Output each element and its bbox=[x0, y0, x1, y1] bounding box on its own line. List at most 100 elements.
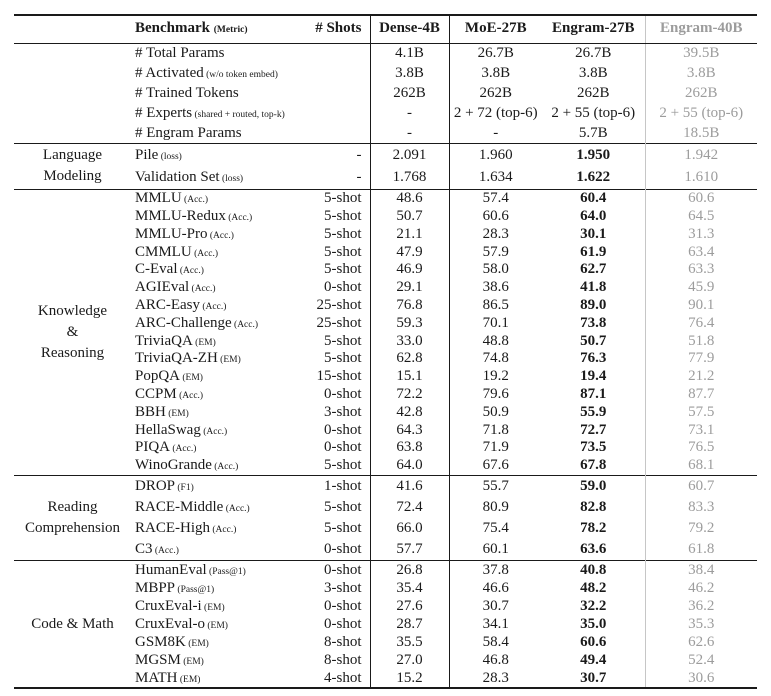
header-model-dense-4b: Dense-4B bbox=[369, 15, 450, 44]
value-engram-27b: 40.8 bbox=[580, 561, 607, 578]
shots-cell: 5-shot bbox=[324, 190, 362, 207]
benchmark-name: HumanEval bbox=[135, 561, 207, 578]
benchmark-results-table: Benchmark (Metric) # Shots Dense-4B MoE-… bbox=[14, 14, 757, 690]
shots-cell: 3-shot bbox=[324, 579, 362, 596]
benchmark-metric: (EM) bbox=[180, 373, 203, 384]
value-moe-27b: - bbox=[493, 124, 499, 141]
shots-cell: 5-shot bbox=[324, 498, 362, 515]
benchmark-metric: (Acc.) bbox=[210, 524, 237, 535]
value-moe-27b: 57.4 bbox=[482, 190, 509, 207]
table-row: C3 (Acc.) 0-shot 57.7 60.1 63.6 61.8 bbox=[14, 539, 757, 561]
benchmark-name-cell: TriviaQA-ZH (EM) bbox=[131, 350, 300, 368]
value-engram-40b: 38.4 bbox=[644, 560, 757, 580]
value-engram-27b: 30.7 bbox=[580, 669, 607, 686]
section-group-label: Knowledge & Reasoning bbox=[37, 302, 108, 361]
benchmark-name-cell: CMMLU (Acc.) bbox=[131, 243, 300, 261]
benchmark-name-cell: WinoGrande (Acc.) bbox=[131, 457, 300, 475]
benchmark-metric: (Acc.) bbox=[211, 462, 239, 473]
table-row: TriviaQA (EM) 5-shot 33.0 48.8 50.7 51.8 bbox=[14, 332, 757, 350]
table-row: # Engram Params - - 5.7B 18.5B bbox=[14, 123, 757, 144]
value-moe-27b: 80.9 bbox=[482, 498, 509, 515]
table-row: MATH (EM) 4-shot 15.2 28.3 30.7 30.6 bbox=[14, 669, 757, 689]
value-engram-27b: 26.7B bbox=[575, 45, 612, 62]
section-group-label: Code & Math bbox=[31, 615, 114, 632]
value-dense-4b: 59.3 bbox=[369, 314, 450, 333]
value-moe-27b: 19.2 bbox=[482, 368, 509, 385]
value-engram-27b: 76.3 bbox=[580, 350, 607, 367]
benchmark-name-cell: RACE-Middle (Acc.) bbox=[131, 497, 300, 518]
value-moe-27b: 60.1 bbox=[482, 541, 509, 558]
benchmark-metric: (Acc.) bbox=[191, 248, 219, 259]
value-moe-27b: 50.9 bbox=[482, 403, 509, 420]
value-engram-40b: 2 + 55 (top-6) bbox=[644, 103, 757, 124]
shots-cell: 25-shot bbox=[316, 314, 362, 331]
value-engram-27b: 60.4 bbox=[580, 190, 607, 207]
table-row: Validation Set (loss) -1.768 1.634 1.622 1.6… bbox=[14, 166, 757, 190]
value-engram-40b: 30.6 bbox=[644, 669, 757, 689]
table-row: HellaSwag (Acc.) 0-shot 64.3 71.8 72.7 73.1 bbox=[14, 421, 757, 439]
benchmark-name-cell: AGIEval (Acc.) bbox=[131, 279, 300, 297]
value-moe-27b: 75.4 bbox=[482, 519, 509, 536]
value-engram-40b: 76.4 bbox=[644, 314, 757, 333]
shots-cell: 0-shot bbox=[324, 385, 362, 402]
value-moe-27b: 46.8 bbox=[482, 651, 509, 668]
value-engram-40b: 73.1 bbox=[644, 421, 757, 439]
value-moe-27b: 70.1 bbox=[482, 314, 509, 331]
value-engram-27b: 73.5 bbox=[580, 439, 607, 456]
value-engram-27b: 2 + 55 (top-6) bbox=[551, 104, 636, 121]
benchmark-name: C-Eval bbox=[135, 261, 178, 278]
shots-cell: 1-shot bbox=[324, 477, 362, 494]
value-engram-27b: 78.2 bbox=[580, 519, 607, 536]
shots-cell bbox=[300, 123, 370, 143]
value-dense-4b: 48.6 bbox=[369, 189, 450, 208]
benchmark-metric: (Acc.) bbox=[177, 266, 204, 277]
benchmark-metric: (EM) bbox=[192, 337, 216, 348]
value-engram-27b: 1.622 bbox=[576, 169, 611, 186]
benchmark-name: BBH bbox=[135, 403, 166, 420]
value-engram-40b: 36.2 bbox=[644, 597, 757, 616]
value-dense-4b: 66.0 bbox=[369, 517, 450, 540]
value-dense-4b: 46.9 bbox=[369, 260, 450, 279]
benchmark-name: C3 bbox=[135, 541, 153, 558]
benchmark-name: CruxEval-o bbox=[135, 615, 205, 632]
value-engram-27b: 63.6 bbox=[580, 541, 607, 558]
table-row: # Activated (w/o token embed) 3.8B 3.8B 3.8… bbox=[14, 63, 757, 84]
benchmark-metric: (Pass@1) bbox=[175, 584, 215, 595]
value-dense-4b: 63.8 bbox=[369, 438, 450, 457]
value-engram-27b: 32.2 bbox=[580, 597, 607, 614]
value-dense-4b: 262B bbox=[369, 83, 450, 104]
value-moe-27b: 55.7 bbox=[482, 477, 509, 494]
value-engram-27b: 89.0 bbox=[580, 296, 607, 313]
value-moe-27b: 86.5 bbox=[482, 296, 509, 313]
value-dense-4b: 21.1 bbox=[369, 225, 450, 244]
header-group-spacer bbox=[14, 15, 131, 44]
benchmark-name-cell: C-Eval (Acc.) bbox=[131, 261, 300, 279]
value-engram-40b: 39.5B bbox=[644, 43, 757, 64]
benchmark-name-cell: TriviaQA (EM) bbox=[131, 332, 300, 350]
table-row: Code & Math HumanEval (Pass@1) 0-shot 26.8 3… bbox=[14, 560, 757, 632]
table-row: # Total Params 4.1B 26.7B 26.7B 39.5B bbox=[14, 43, 757, 64]
benchmark-name: # Total Params bbox=[135, 45, 225, 62]
shots-cell: 5-shot bbox=[324, 207, 362, 224]
value-moe-27b: 30.7 bbox=[482, 597, 509, 614]
section-group-label: Language Modeling bbox=[42, 147, 103, 185]
benchmark-name: GSM8K bbox=[135, 633, 186, 650]
section-group-label: Reading Comprehension bbox=[25, 498, 120, 536]
benchmark-name-cell: Pile (loss) bbox=[131, 143, 300, 166]
value-engram-40b: 63.4 bbox=[644, 243, 757, 261]
shots-cell: 0-shot bbox=[324, 421, 362, 438]
value-engram-40b: 52.4 bbox=[644, 651, 757, 670]
value-dense-4b: 41.6 bbox=[369, 475, 450, 497]
value-engram-27b: 30.1 bbox=[580, 225, 607, 242]
value-dense-4b: - bbox=[369, 103, 450, 124]
section-knowledge-reasoning: Knowledge & Reasoning MMLU (Acc.) 5-shot 48.6… bbox=[14, 189, 757, 476]
value-dense-4b: 57.7 bbox=[369, 539, 450, 561]
shots-cell bbox=[300, 84, 370, 104]
metric-label: (Metric) bbox=[213, 25, 248, 35]
shots-cell: 5-shot bbox=[324, 243, 362, 260]
benchmark-metric: (F1) bbox=[175, 482, 194, 493]
table-row: CruxEval-i (EM) 0-shot 27.6 30.7 32.2 36.2 bbox=[14, 597, 757, 616]
value-dense-4b: 50.7 bbox=[369, 207, 450, 226]
benchmark-metric: (loss) bbox=[219, 174, 244, 185]
